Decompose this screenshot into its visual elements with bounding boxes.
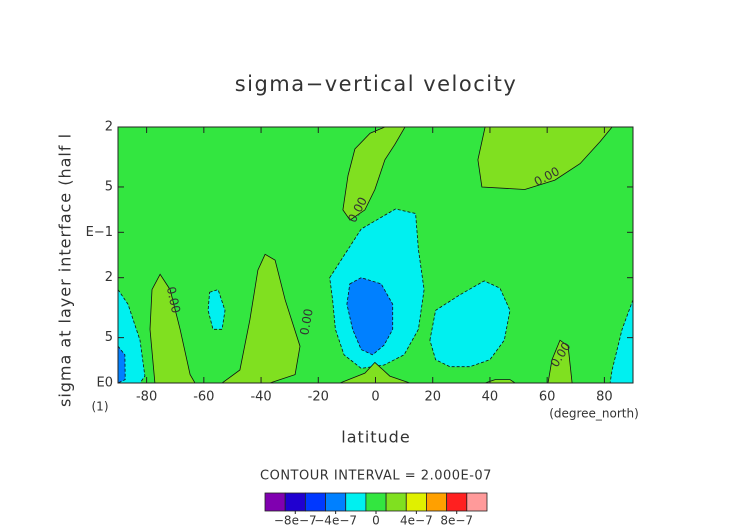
- colorbar-tick-label: 4e−7: [400, 514, 433, 528]
- colorbar-box: [405, 492, 427, 512]
- contour-region: [342, 127, 406, 221]
- y-tick-label: 5: [105, 330, 113, 345]
- colorbar-tick-label: 8e−7: [440, 514, 473, 528]
- x-tick-label: 0: [371, 390, 379, 405]
- colorbar-box: [325, 492, 347, 512]
- colorbar-box: [304, 492, 326, 512]
- x-tick-label: 40: [482, 390, 499, 405]
- x-tick-label: 80: [596, 390, 613, 405]
- contour-region: [118, 345, 126, 383]
- colorbar-box: [365, 492, 387, 512]
- colorbar-box: [446, 492, 468, 512]
- y-tick-label: E−1: [86, 225, 113, 240]
- contour-region: [149, 273, 196, 383]
- contour-label: 0.00: [164, 285, 183, 314]
- contour-region: [477, 127, 613, 190]
- y-tick-label: 2: [105, 270, 113, 285]
- contour-interval: CONTOUR INTERVAL = 2.000E-07: [260, 469, 492, 484]
- colorbar-tick-label: −4e−7: [314, 514, 357, 528]
- colorbar-box: [385, 492, 407, 512]
- y-axis-label: sigma at layer interface (half l: [56, 133, 75, 407]
- colorbar-tick-label: 0: [372, 514, 380, 528]
- colorbar-box: [284, 492, 306, 512]
- contour-region: [221, 253, 301, 383]
- contour-region: [207, 289, 226, 330]
- x-unit: (degree_north): [549, 407, 639, 421]
- x-tick-label: -60: [193, 390, 214, 405]
- x-tick-label: 60: [539, 390, 556, 405]
- y-tick-label: 2: [105, 120, 113, 135]
- colorbar-box: [466, 492, 488, 512]
- contour-field: [118, 127, 633, 383]
- x-tick-label: -20: [308, 390, 329, 405]
- x-tick-label: 20: [424, 390, 441, 405]
- contour-region: [429, 280, 511, 368]
- colorbar-box: [264, 492, 286, 512]
- y-tick-label: E0: [97, 376, 114, 391]
- contour-region: [346, 277, 394, 356]
- x-tick-label: -80: [136, 390, 157, 405]
- colorbar-box: [345, 492, 367, 512]
- x-tick-label: -40: [250, 390, 271, 405]
- contour-region: [547, 339, 573, 383]
- contour-region: [339, 361, 410, 383]
- contour-region: [484, 379, 516, 383]
- colorbar-box: [426, 492, 448, 512]
- contour-label: 0.00: [297, 308, 315, 337]
- contour-region: [609, 299, 633, 383]
- chart-title: sigma−vertical velocity: [235, 72, 518, 96]
- y-unit: (1): [92, 400, 109, 414]
- y-tick-label: 5: [105, 179, 113, 194]
- x-axis-label: latitude: [341, 428, 410, 447]
- colorbar-tick-label: −8e−7: [274, 514, 317, 528]
